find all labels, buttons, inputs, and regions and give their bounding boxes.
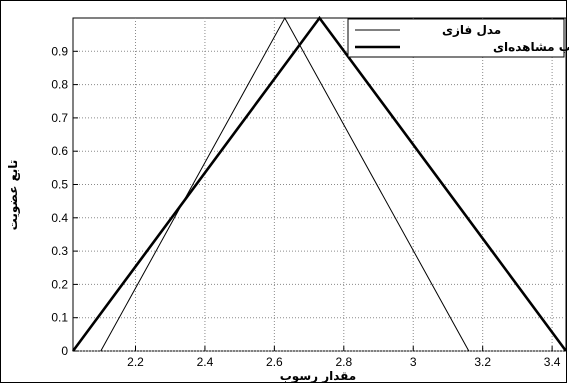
y-tick-label: 0.1 [51,311,68,325]
y-tick-label: 0.8 [51,78,68,92]
observed-sediment-line [71,15,568,352]
y-tick-label: 0.3 [51,244,68,258]
x-tick-label: 2.2 [127,355,144,369]
axis-ticks: 2.2 2.4 2.6 2.8 3 3.2 3.4 0 0.1 0.2 0.3 0.4 0.5 0.6 0.… [51,44,560,369]
y-tick-label: 0.2 [51,277,68,291]
legend-label-observed: رسوب مشاهده‌ای [493,40,569,55]
series-lines [71,15,568,352]
y-tick-label: 0.6 [51,144,68,158]
y-tick-label: 0 [61,344,68,358]
legend-label-fuzzy-model: مدل فازی [442,23,501,37]
x-tick-label: 3 [410,355,417,369]
y-tick-label: 0.4 [51,211,68,225]
x-tick-label: 2.8 [335,355,352,369]
fuzzy-model-line [100,16,470,352]
y-tick-label: 0.9 [51,44,68,58]
y-tick-label: 0.5 [51,178,68,192]
x-tick-label: 2.6 [266,355,283,369]
x-tick-label: 3.4 [544,355,561,369]
legend: مدل فازی رسوب مشاهده‌ای [347,18,569,58]
grid-lines [73,18,566,352]
legend-box [347,18,565,58]
y-axis-label: تابع عضویت [6,160,21,231]
x-axis-label: مقدار رسوب [280,369,357,384]
x-tick-label: 3.2 [474,355,491,369]
y-tick-label: 0.7 [51,111,68,125]
x-tick-label: 2.4 [197,355,214,369]
